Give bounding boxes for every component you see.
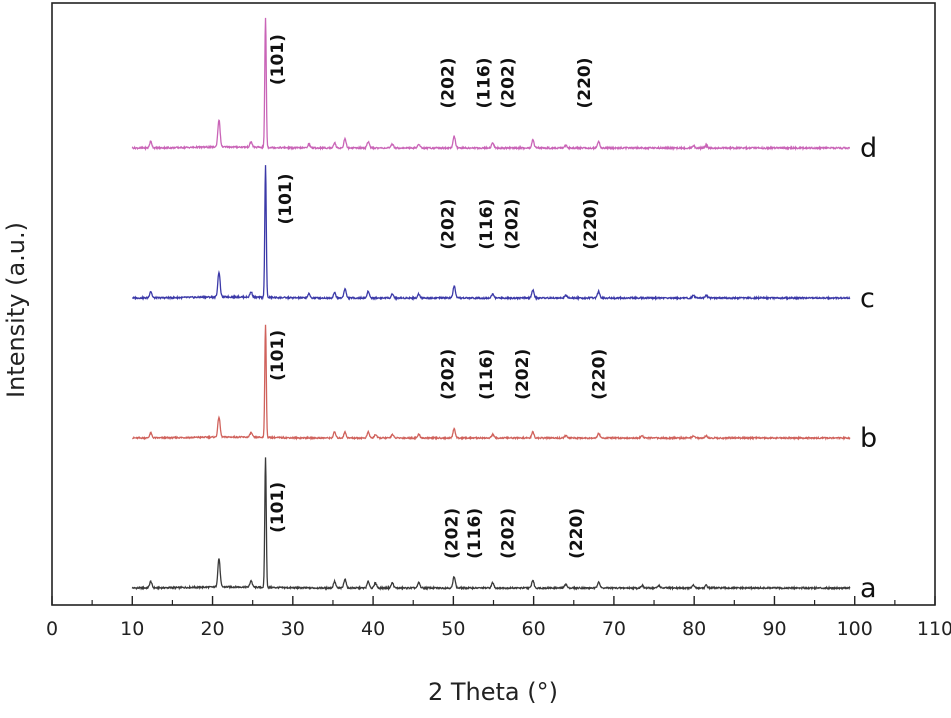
peak-label: (202) <box>503 199 523 250</box>
x-tick-label: 30 <box>281 618 305 640</box>
series-tag-c: c <box>860 283 875 314</box>
series-b: (101) (202) (116) (202) (220) b <box>132 324 877 454</box>
peak-label: (116) <box>477 199 497 250</box>
series-line-b <box>132 324 851 441</box>
peak-label: (101) <box>268 34 288 85</box>
series-group: (101)(202) (116) (202) (220)a(101) (202) (116… <box>131 17 877 604</box>
series-tag-d: d <box>860 133 877 164</box>
peak-label: (202) <box>438 349 458 400</box>
peak-label: (202) <box>513 349 533 400</box>
peak-label: (202) <box>499 508 519 559</box>
x-axis-ticks: 0 10 20 30 40 50 60 70 80 90 100 110 <box>46 596 951 640</box>
series-line-d <box>131 17 851 152</box>
series-a: (101)(202) (116) (202) (220)a <box>131 457 877 604</box>
x-tick-label: 90 <box>762 618 786 640</box>
x-tick-label: 60 <box>522 618 546 640</box>
x-tick-label: 80 <box>682 618 706 640</box>
peak-label: (116) <box>477 349 497 400</box>
peak-label: (116) <box>465 508 485 559</box>
peak-label: (220) <box>581 199 601 250</box>
series-line-c <box>131 165 851 302</box>
series-tag-a: a <box>860 573 877 604</box>
peak-label: (101) <box>268 330 288 381</box>
peak-label: (202) <box>438 57 458 108</box>
peak-label: (202) <box>438 199 458 250</box>
x-tick-label: 100 <box>837 618 873 640</box>
x-tick-label: 40 <box>361 618 385 640</box>
series-tag-b: b <box>860 423 877 454</box>
series-d: (101) (202) (116) (202) (220)d <box>131 17 877 164</box>
peak-label: (220) <box>567 508 587 559</box>
peak-label: (101) <box>276 173 296 224</box>
x-tick-label: 20 <box>200 618 224 640</box>
peak-label: (220) <box>575 57 595 108</box>
x-tick-label: 70 <box>602 618 626 640</box>
peak-label: (116) <box>475 57 495 108</box>
peak-label: (220) <box>589 349 609 400</box>
x-tick-label: 10 <box>120 618 144 640</box>
x-tick-label: 110 <box>917 618 951 640</box>
peak-label: (202) <box>499 57 519 108</box>
peak-label: (101) <box>268 482 288 533</box>
x-axis-title: 2 Theta (°) <box>428 678 558 706</box>
y-axis-title: Intensity (a.u.) <box>2 222 30 398</box>
x-tick-label: 50 <box>441 618 465 640</box>
series-line-a <box>131 457 851 592</box>
series-c: (101) (202) (116) (202) (220) c <box>131 165 875 314</box>
x-tick-label: 0 <box>46 618 58 640</box>
peak-label: (202) <box>442 508 462 559</box>
